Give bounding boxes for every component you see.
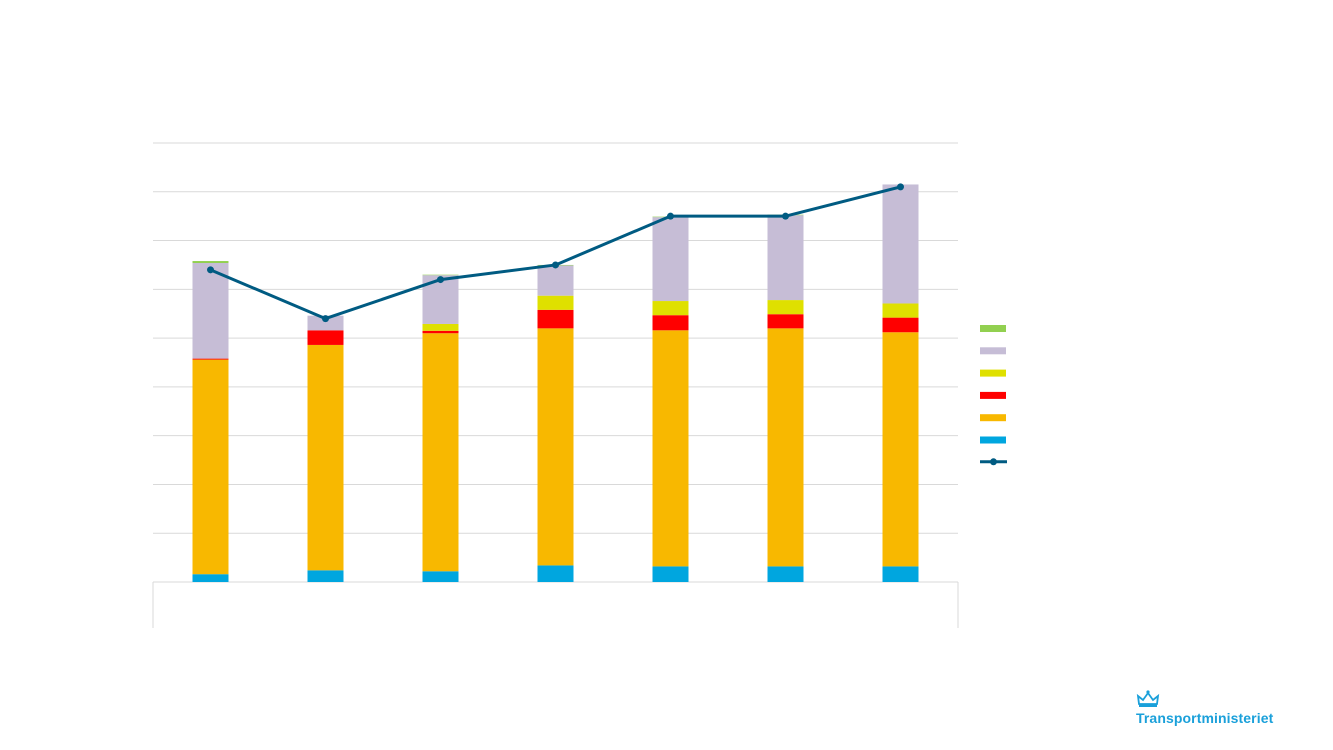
- bar-segment-s1-c1: [307, 344, 344, 571]
- legend-swatch-4: [980, 414, 1006, 422]
- line-point-3: [552, 261, 559, 269]
- bar-segment-s2-c0: [192, 358, 229, 360]
- bar-segment-s4-c1: [307, 315, 344, 331]
- crown-icon: [1136, 690, 1160, 707]
- bar-segment-s0-c3: [537, 565, 574, 582]
- bar-segment-s1-c4: [652, 330, 689, 567]
- bar-segment-s4-c6: [882, 184, 919, 304]
- bar-segment-s5-c0: [192, 261, 229, 263]
- bar-segment-s0-c2: [422, 571, 459, 582]
- legend-swatch-3: [980, 391, 1006, 399]
- bar-segment-s0-c5: [767, 566, 804, 582]
- bar-segment-s4-c4: [652, 217, 689, 302]
- line-point-1: [322, 315, 329, 323]
- line-point-5: [782, 212, 789, 220]
- bar-segment-s0-c6: [882, 566, 919, 582]
- bar-segment-s2-c5: [767, 314, 804, 329]
- bar-segment-s0-c4: [652, 566, 689, 582]
- bar-segment-s1-c2: [422, 333, 459, 572]
- bar-segment-s1-c5: [767, 328, 804, 567]
- bars: [192, 184, 919, 582]
- line-point-6: [897, 183, 904, 191]
- bar-segment-s2-c6: [882, 317, 919, 333]
- bar-segment-s0-c0: [192, 574, 229, 582]
- bar-segment-s2-c3: [537, 309, 574, 329]
- bar-segment-s2-c1: [307, 330, 344, 345]
- legend-swatch-0: [980, 325, 1006, 332]
- bar-segment-s2-c4: [652, 315, 689, 331]
- total-line: [207, 183, 904, 323]
- legend-swatch-1: [980, 347, 1006, 355]
- line-point-0: [207, 266, 214, 274]
- legend-swatch-5: [980, 436, 1006, 444]
- bar-segment-s3-c5: [767, 300, 804, 315]
- bar-segment-s4-c0: [192, 262, 229, 359]
- bar-segment-s4-c3: [537, 265, 574, 296]
- bar-segment-s3-c4: [652, 301, 689, 316]
- bar-segment-s3-c6: [882, 303, 919, 318]
- logo-text: Transportministeriet: [1136, 710, 1274, 726]
- bar-segment-s0-c1: [307, 570, 344, 582]
- bar-segment-s1-c6: [882, 332, 919, 567]
- bar-segment-s3-c3: [537, 295, 574, 310]
- legend-swatch-2: [980, 369, 1006, 377]
- bar-segment-s1-c0: [192, 359, 229, 575]
- legend-line-marker: [990, 458, 997, 466]
- line-point-2: [437, 276, 444, 284]
- bar-segment-s3-c2: [422, 323, 459, 331]
- bar-segment-s4-c5: [767, 215, 804, 301]
- line-point-4: [667, 212, 674, 220]
- legend: [980, 325, 1007, 466]
- transportministeriet-logo: Transportministeriet: [1136, 690, 1306, 730]
- bar-segment-s1-c3: [537, 328, 574, 566]
- bar-segment-s2-c2: [422, 330, 459, 334]
